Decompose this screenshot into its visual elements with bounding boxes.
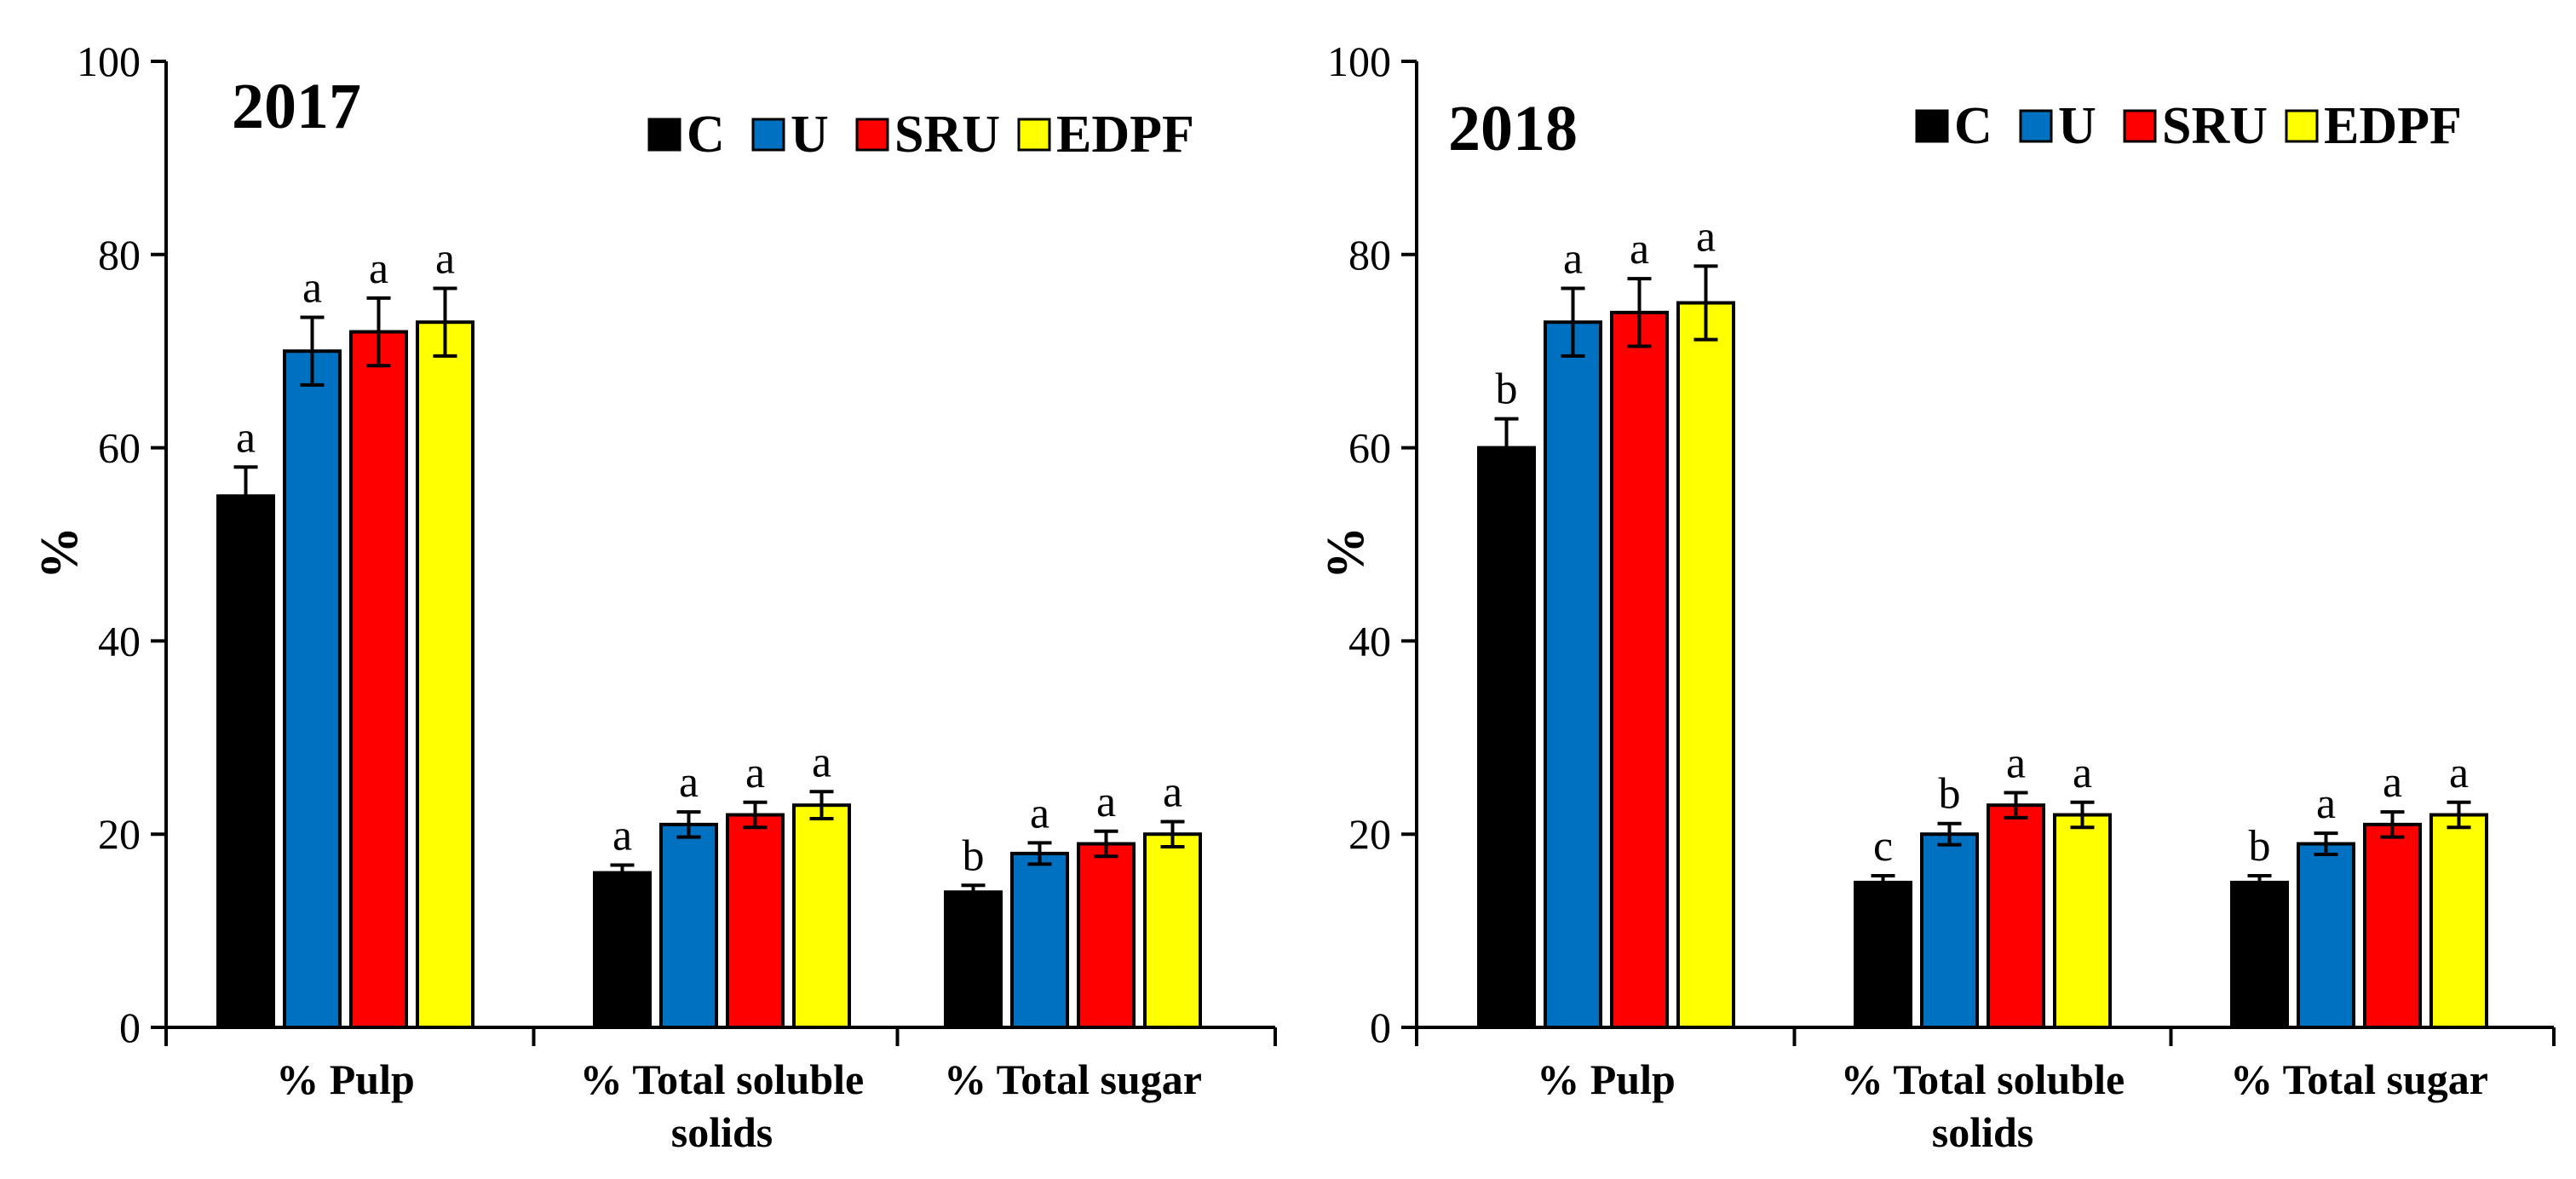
significance-letter: a [679,758,699,807]
bar-edpf [1143,832,1202,1030]
bar-u [1544,320,1602,1029]
y-tick-label: 40 [1348,617,1391,664]
y-tick-label: 100 [77,37,141,85]
significance-letter: a [1163,768,1182,816]
significance-letter: c [1873,822,1893,871]
x-category-label: % Total soluble [580,1055,864,1103]
x-category-label: solids [1932,1108,2034,1156]
legend-label-u: U [791,106,829,164]
significance-letter: b [1496,365,1518,414]
significance-letter: a [369,244,388,293]
legend-label-u: U [2058,97,2096,155]
significance-letter: b [1939,770,1961,819]
bar-sru [2363,822,2422,1029]
significance-letter: a [1096,778,1116,826]
y-tick-label: 0 [1370,1004,1391,1051]
x-category-label: % Pulp [276,1055,415,1103]
legend-swatch-c [1915,109,1949,143]
bar-edpf [792,803,851,1029]
bar-c [944,890,1003,1029]
bar-u [2297,842,2355,1029]
bar-c [1854,880,1912,1030]
bar-sru [726,813,785,1030]
bar-sru [1610,310,1669,1029]
bar-sru [1987,803,2045,1029]
bar-c [216,494,275,1029]
legend-swatch-c [647,118,681,152]
legend-swatch-edpf [1017,118,1051,152]
significance-letter: b [2249,822,2271,871]
y-tick-label: 60 [1348,424,1391,472]
x-category-label: % Total sugar [944,1055,1202,1103]
y-tick-label: 40 [98,617,141,664]
x-category-label: % Total sugar [2230,1055,2488,1103]
legend-swatch-sru [2123,109,2157,143]
bar-edpf [2053,813,2112,1030]
y-tick-label: 20 [98,810,141,858]
y-tick-label: 20 [1348,810,1391,858]
x-category-label: % Total soluble [1841,1055,2125,1103]
y-tick-label: 60 [98,424,141,472]
legend-label-sru: SRU [894,106,1000,164]
bar-sru [349,330,408,1029]
bar-u [1920,832,1979,1030]
significance-letter: a [812,738,831,786]
legend-label-c: C [687,106,725,164]
bar-c [2230,880,2289,1030]
chart-title: 2018 [1448,93,1578,164]
legend-swatch-u [751,118,785,152]
y-axis-title: % [1317,526,1375,579]
bar-edpf [1676,301,1735,1029]
significance-letter: a [745,749,765,797]
bar-u [659,822,718,1029]
significance-letter: a [2316,779,2336,828]
significance-letter: a [1030,789,1049,837]
bar-sru [1077,842,1136,1029]
legend-label-edpf: EDPF [2324,97,2462,155]
significance-letter: a [612,811,632,860]
bar-edpf [416,320,474,1029]
legend-swatch-sru [855,118,889,152]
bar-u [283,349,342,1029]
significance-letter: b [963,831,985,880]
y-tick-label: 80 [98,231,141,279]
significance-letter: a [1563,234,1583,283]
y-tick-label: 80 [1348,231,1391,279]
significance-letter: a [2073,749,2092,797]
significance-letter: a [1630,225,1649,273]
bar-c [1477,446,1536,1029]
significance-letter: a [2449,749,2469,797]
legend-label-c: C [1954,97,1992,155]
significance-letter: a [1696,212,1716,261]
legend-swatch-u [2019,109,2053,143]
legend-label-sru: SRU [2162,97,2268,155]
significance-letter: a [236,413,256,462]
x-category-label: solids [671,1108,773,1156]
x-category-label: % Pulp [1537,1055,1676,1103]
bar-u [1010,851,1069,1029]
legend-swatch-edpf [2285,109,2319,143]
y-tick-label: 0 [119,1004,141,1051]
significance-letter: a [302,264,322,313]
y-axis-title: % [31,526,89,579]
chart-title: 2017 [232,71,361,142]
y-tick-label: 100 [1327,37,1391,85]
bar-c [593,871,652,1030]
significance-letter: a [435,234,455,283]
bar-edpf [2429,813,2488,1030]
significance-letter: a [2006,739,2026,787]
legend-label-edpf: EDPF [1056,106,1194,164]
significance-letter: a [2383,758,2402,807]
